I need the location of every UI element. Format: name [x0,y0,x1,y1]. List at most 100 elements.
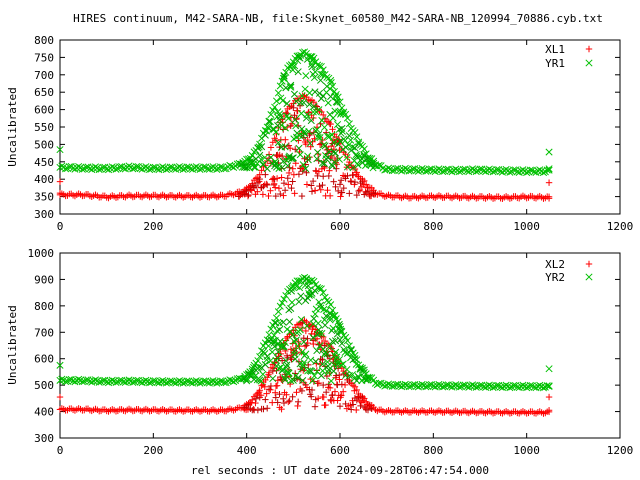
data-point [159,377,167,385]
data-point [468,165,477,173]
bottom-y-axis-label: Uncalibrated [6,305,19,384]
data-point [324,187,331,194]
data-point [328,82,337,90]
x-tick-label: 800 [423,444,443,457]
data-point [319,288,327,297]
data-point [345,141,353,149]
data-point [175,377,184,385]
data-point [276,82,284,90]
data-point [254,188,261,195]
data-point [315,379,323,387]
y-tick-label: 500 [34,379,54,392]
data-point [384,380,393,388]
data-point [129,378,137,386]
data-point [308,182,315,189]
data-point [545,195,553,202]
data-point [307,117,315,125]
data-point [308,188,316,195]
data-point [285,398,292,406]
data-point [200,377,208,385]
data-point [299,361,307,369]
data-point [328,131,336,139]
data-point [308,386,316,394]
data-point [283,391,290,398]
data-point [272,192,279,200]
data-point [256,151,264,159]
data-point [489,168,497,176]
data-point [381,382,389,390]
data-point [339,388,347,395]
data-point [310,277,318,285]
data-point [276,110,284,118]
data-point [162,166,170,174]
data-point [270,180,278,187]
data-point [313,347,321,355]
data-point [314,395,322,402]
data-point [254,179,262,186]
data-point [336,336,344,344]
data-point [108,163,116,171]
data-point [261,154,269,162]
data-point [243,187,250,195]
data-point [329,126,336,133]
data-point [289,376,297,384]
data-point [263,180,270,188]
data-point [362,150,370,158]
data-point [108,376,116,384]
data-point [295,298,303,306]
data-point [297,98,305,107]
data-point [426,165,434,173]
data-point [278,299,286,307]
data-point [298,365,306,373]
data-point [319,70,327,79]
data-point [284,174,291,182]
data-point [296,54,304,62]
data-point [330,148,338,156]
data-point [343,154,351,162]
data-point [275,185,283,192]
data-point [320,111,327,119]
data-point [326,384,334,392]
x-tick-label: 800 [423,220,443,233]
data-point [355,187,362,195]
data-point [472,383,480,391]
data-point [327,377,335,385]
data-point [294,68,302,76]
data-point [319,356,326,364]
data-point [216,163,225,171]
data-point [337,193,344,200]
data-point [302,72,310,80]
data-point [351,178,359,186]
data-point [278,405,285,413]
data-point [259,191,267,198]
data-point [311,68,319,76]
data-point [91,376,100,384]
data-point [334,93,342,101]
data-point [95,166,103,174]
data-point [295,284,304,292]
data-point [312,167,319,174]
data-point [264,181,271,189]
data-point [281,376,289,384]
data-point [309,377,317,385]
data-point [280,72,288,80]
data-point [353,406,360,414]
data-point [334,154,341,162]
data-point [78,165,86,173]
data-point [349,171,357,179]
data-point [274,308,282,316]
top-data-points [56,48,553,202]
data-point [56,146,64,154]
data-point [439,383,447,391]
data-point [274,89,282,97]
data-point [291,116,299,124]
data-point [318,329,326,338]
data-point [337,177,345,184]
data-point [338,328,346,336]
data-point [327,120,334,128]
x-tick-label: 200 [143,220,163,233]
data-point [287,83,295,91]
x-tick-label: 200 [143,444,163,457]
data-point [82,376,90,384]
data-point [335,155,343,163]
